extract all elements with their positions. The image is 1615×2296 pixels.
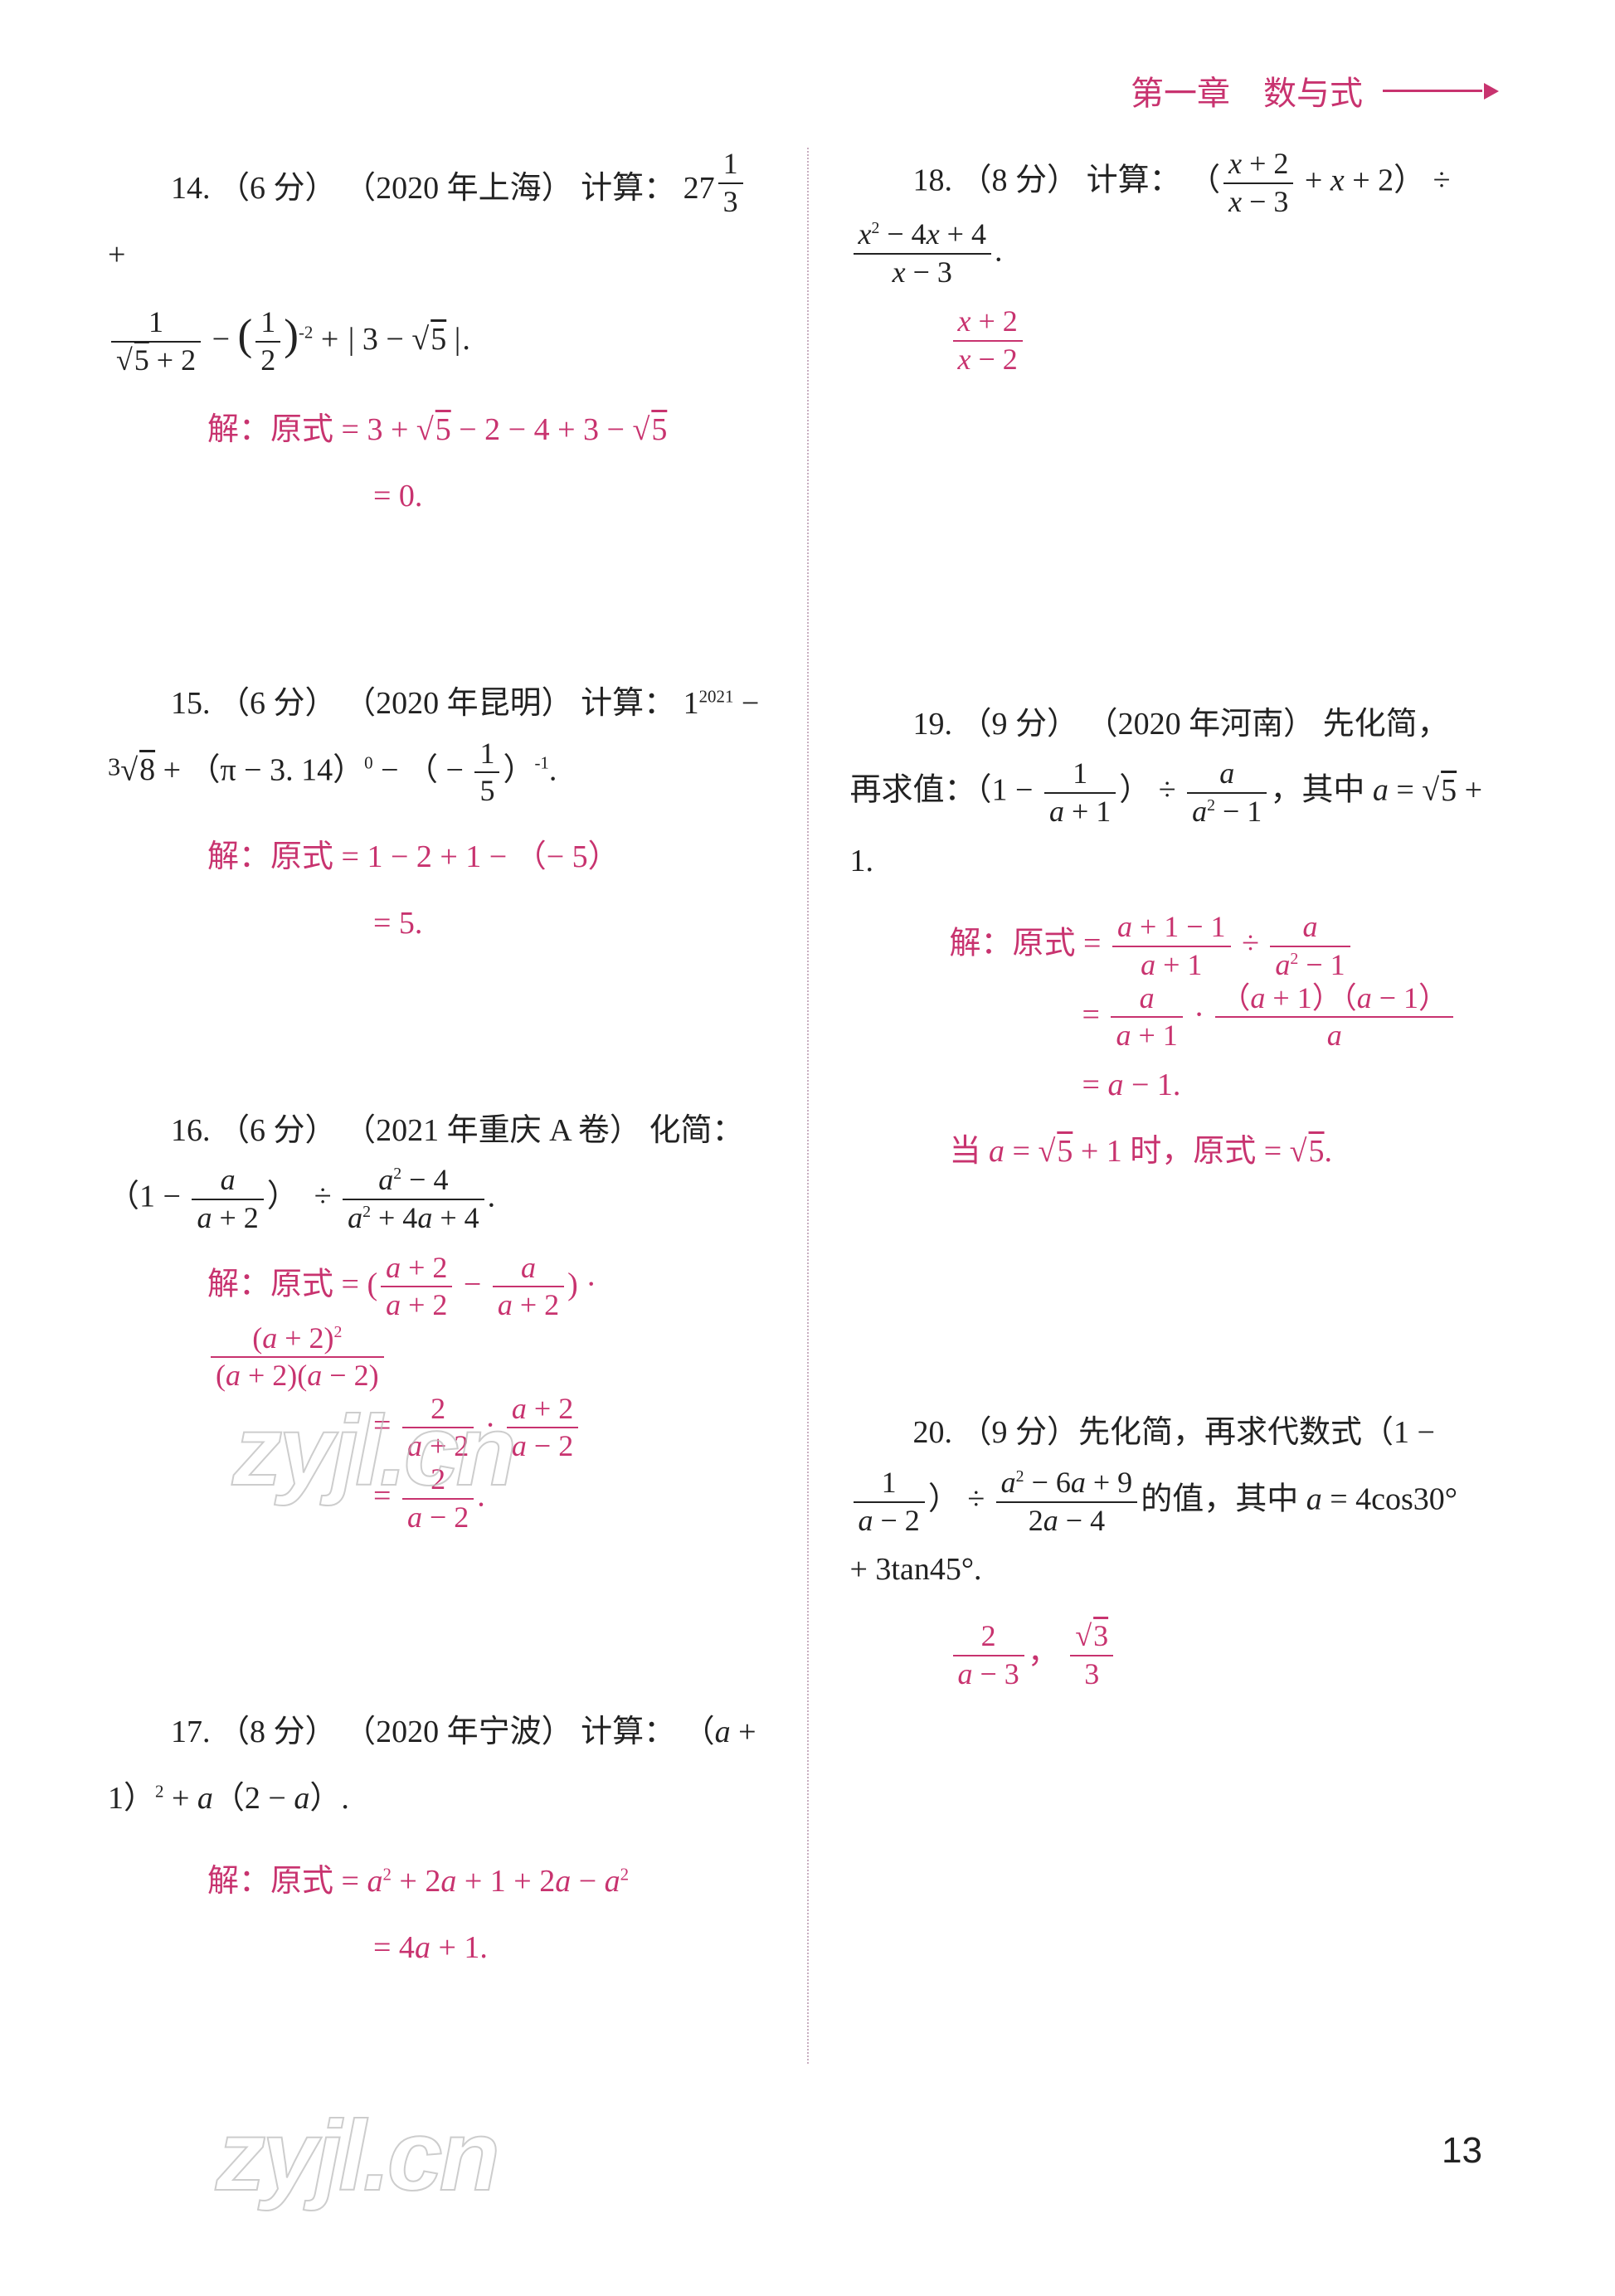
problem-statement: 20. （9 分）先化简，再求代数式（1 − 1a − 2） ÷ a2 − 6a… bbox=[850, 1400, 1508, 1603]
problem-number: 20. bbox=[913, 1415, 953, 1450]
problem-number: 17. bbox=[171, 1715, 211, 1749]
source: 2020 年昆明 bbox=[376, 686, 542, 721]
page-number: 13 bbox=[1442, 2130, 1482, 2172]
verb: 化简： bbox=[649, 1113, 743, 1148]
verb: 先化简， bbox=[1323, 707, 1449, 742]
points: 6 分 bbox=[250, 686, 305, 721]
watermark-icon: zyjl.cn bbox=[216, 2099, 497, 2213]
solution-label: 解：原式 bbox=[207, 412, 333, 447]
problem-statement: 16. （6 分） （2021 年重庆 A 卷） 化简： （1 − aa + 2… bbox=[108, 1098, 766, 1235]
solution: 2a − 3， √33 bbox=[850, 1620, 1508, 1690]
solution-step: = 5. bbox=[108, 891, 766, 957]
solution: 解：原式 = a + 1 − 1a + 1 ÷ aa2 − 1 = aa + 1… bbox=[850, 911, 1508, 1184]
problem-statement: 18. （8 分） 计算： （x + 2x − 3 + x + 2） ÷ x2 … bbox=[850, 148, 1508, 289]
problem-statement: 19. （9 分） （2020 年河南） 先化简， 再求值：（1 − 1a + … bbox=[850, 692, 1508, 895]
points: 6 分 bbox=[250, 1113, 305, 1148]
problem-statement: 15. （6 分） （2020 年昆明） 计算： 12021 − 3√8 + （… bbox=[108, 671, 766, 808]
verb: 计算： bbox=[1087, 163, 1181, 197]
points: 8 分 bbox=[250, 1715, 305, 1749]
points: 6 分 bbox=[250, 171, 305, 206]
header-rule-icon bbox=[1383, 90, 1482, 92]
verb: 计算： bbox=[581, 686, 675, 721]
solution: 解：原式 = 1 − 2 + 1 − （− 5） = 5. bbox=[108, 825, 766, 957]
problem-14: 14. （6 分） （2020 年上海） 计算： 2713 + 1√5 + 2 … bbox=[108, 148, 766, 530]
verb: 计算： bbox=[581, 171, 675, 206]
problem-19: 19. （9 分） （2020 年河南） 先化简， 再求值：（1 − 1a + … bbox=[850, 692, 1508, 1185]
problem-statement: 17. （8 分） （2020 年宁波） 计算： （a +1）2 + a（2 −… bbox=[108, 1700, 766, 1832]
problem-15: 15. （6 分） （2020 年昆明） 计算： 12021 − 3√8 + （… bbox=[108, 671, 766, 957]
solution-label: 解：原式 bbox=[207, 839, 333, 874]
solution: x + 2x − 2 bbox=[850, 305, 1508, 376]
problem-number: 18. bbox=[913, 163, 953, 197]
points: 9 分 bbox=[992, 1415, 1048, 1450]
verb: 计算： bbox=[581, 1715, 675, 1749]
problem-number: 16. bbox=[171, 1113, 211, 1148]
source: 2020 年上海 bbox=[376, 171, 542, 206]
problem-16: 16. （6 分） （2021 年重庆 A 卷） 化简： （1 − aa + 2… bbox=[108, 1098, 766, 1535]
problem-18: 18. （8 分） 计算： （x + 2x − 3 + x + 2） ÷ x2 … bbox=[850, 148, 1508, 377]
right-column: 18. （8 分） 计算： （x + 2x − 3 + x + 2） ÷ x2 … bbox=[807, 148, 1516, 2064]
source: 2021 年重庆 A 卷 bbox=[376, 1113, 610, 1148]
problem-number: 15. bbox=[171, 686, 211, 721]
problem-statement: 14. （6 分） （2020 年上海） 计算： 2713 + 1√5 + 2 … bbox=[108, 148, 766, 381]
points: 9 分 bbox=[992, 707, 1048, 742]
problem-number: 14. bbox=[171, 171, 211, 206]
solution-label: 解：原式 bbox=[207, 1267, 333, 1301]
source: 2020 年河南 bbox=[1118, 707, 1284, 742]
problem-20: 20. （9 分）先化简，再求代数式（1 − 1a − 2） ÷ a2 − 6a… bbox=[850, 1400, 1508, 1690]
points: 8 分 bbox=[992, 163, 1048, 197]
page: 第一章 数与式 14. （6 分） （2020 年上海） 计算： 2713 + … bbox=[0, 0, 1615, 2296]
source: 2020 年宁波 bbox=[376, 1715, 542, 1749]
solution-step: = 0. bbox=[108, 464, 766, 530]
chapter-title: 第一章 数与式 bbox=[1131, 66, 1363, 114]
problem-number: 19. bbox=[913, 707, 953, 742]
solution: 解：原式 = (a + 2a + 2 − aa + 2) · (a + 2)2(… bbox=[108, 1252, 766, 1535]
solution-label: 解：原式 bbox=[950, 927, 1076, 961]
left-column: 14. （6 分） （2020 年上海） 计算： 2713 + 1√5 + 2 … bbox=[100, 148, 807, 2064]
problem-17: 17. （8 分） （2020 年宁波） 计算： （a +1）2 + a（2 −… bbox=[108, 1700, 766, 1981]
chapter-header: 第一章 数与式 bbox=[100, 66, 1515, 114]
solution: 解：原式 = a2 + 2a + 1 + 2a − a2 = 4a + 1. bbox=[108, 1849, 766, 1982]
solution: 解：原式 = 3 + √5 − 2 − 4 + 3 − √5 = 0. bbox=[108, 397, 766, 530]
solution-label: 解：原式 bbox=[207, 1864, 333, 1899]
two-column-layout: 14. （6 分） （2020 年上海） 计算： 2713 + 1√5 + 2 … bbox=[100, 148, 1515, 2064]
